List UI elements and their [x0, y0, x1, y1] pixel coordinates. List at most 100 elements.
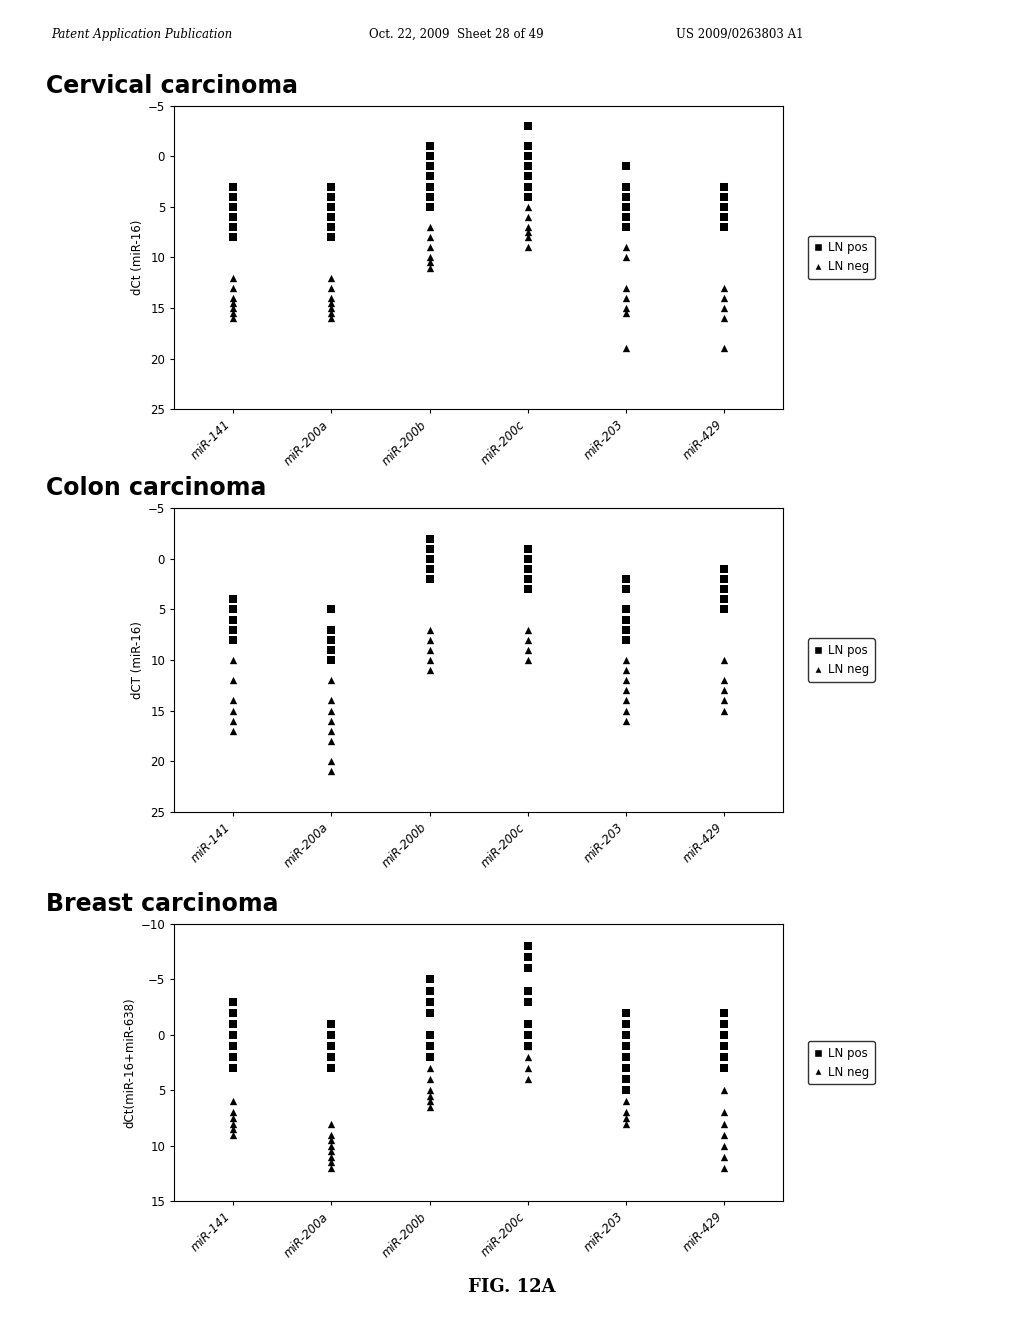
Point [716, 1158, 732, 1179]
Point [422, 156, 438, 177]
Point [716, 569, 732, 590]
Point [324, 308, 340, 329]
Point [422, 186, 438, 207]
Point [225, 297, 242, 318]
Text: FIG. 12A: FIG. 12A [468, 1278, 556, 1296]
Point [617, 216, 634, 238]
Point [519, 1035, 536, 1056]
Point [324, 302, 340, 323]
Point [617, 710, 634, 731]
Point [422, 1057, 438, 1078]
Point [519, 1024, 536, 1045]
Point [422, 1080, 438, 1101]
Point [519, 1035, 536, 1056]
Point [716, 197, 732, 218]
Point [716, 1102, 732, 1123]
Point [519, 186, 536, 207]
Point [225, 690, 242, 711]
Point [422, 630, 438, 651]
Point [422, 227, 438, 248]
Point [422, 539, 438, 560]
Point [617, 619, 634, 640]
Point [225, 216, 242, 238]
Point [324, 1113, 340, 1134]
Point [716, 288, 732, 309]
Point [519, 236, 536, 257]
Point [519, 991, 536, 1012]
Point [617, 690, 634, 711]
Point [225, 649, 242, 671]
Point [324, 1158, 340, 1179]
Point [225, 991, 242, 1012]
Point [716, 186, 732, 207]
Point [519, 115, 536, 136]
Point [617, 236, 634, 257]
Point [422, 558, 438, 579]
Point [225, 721, 242, 742]
Point [324, 277, 340, 298]
Text: Cervical carcinoma: Cervical carcinoma [46, 74, 298, 98]
Point [519, 936, 536, 957]
Point [225, 1102, 242, 1123]
Point [617, 1014, 634, 1035]
Point [716, 1113, 732, 1134]
Point [324, 1024, 340, 1045]
Point [324, 760, 340, 781]
Point [324, 293, 340, 314]
Point [422, 969, 438, 990]
Point [324, 730, 340, 751]
Point [617, 1090, 634, 1111]
Point [716, 649, 732, 671]
Point [422, 1002, 438, 1023]
Point [519, 197, 536, 218]
Point [519, 156, 536, 177]
Point [617, 578, 634, 599]
Point [225, 669, 242, 690]
Point [324, 1140, 340, 1162]
Point [225, 186, 242, 207]
Point [422, 979, 438, 1001]
Point [324, 700, 340, 721]
Point [617, 186, 634, 207]
Text: Breast carcinoma: Breast carcinoma [46, 892, 279, 916]
Point [225, 1035, 242, 1056]
Y-axis label: dCT (miR-16): dCT (miR-16) [131, 622, 143, 698]
Point [519, 1047, 536, 1068]
Text: Colon carcinoma: Colon carcinoma [46, 477, 266, 500]
Point [324, 1047, 340, 1068]
Point [324, 186, 340, 207]
Point [324, 619, 340, 640]
Point [617, 1057, 634, 1078]
Point [324, 267, 340, 288]
Point [519, 946, 536, 968]
Point [716, 680, 732, 701]
Point [716, 1057, 732, 1078]
Point [422, 1069, 438, 1090]
Text: Oct. 22, 2009  Sheet 28 of 49: Oct. 22, 2009 Sheet 28 of 49 [369, 28, 544, 41]
Point [716, 700, 732, 721]
Point [716, 1146, 732, 1167]
Point [716, 558, 732, 579]
Point [519, 958, 536, 979]
Point [617, 630, 634, 651]
Legend: LN pos, LN neg: LN pos, LN neg [808, 1040, 874, 1085]
Point [519, 166, 536, 187]
Point [617, 1102, 634, 1123]
Point [324, 649, 340, 671]
Point [617, 1035, 634, 1056]
Point [716, 1002, 732, 1023]
Point [324, 639, 340, 660]
Point [617, 302, 634, 323]
Point [422, 660, 438, 681]
Point [519, 539, 536, 560]
Point [225, 227, 242, 248]
Point [225, 609, 242, 630]
Point [324, 297, 340, 318]
Point [225, 267, 242, 288]
Point [225, 176, 242, 197]
Point [519, 222, 536, 243]
Point [617, 1024, 634, 1045]
Point [519, 1057, 536, 1078]
Point [519, 630, 536, 651]
Point [225, 1014, 242, 1035]
